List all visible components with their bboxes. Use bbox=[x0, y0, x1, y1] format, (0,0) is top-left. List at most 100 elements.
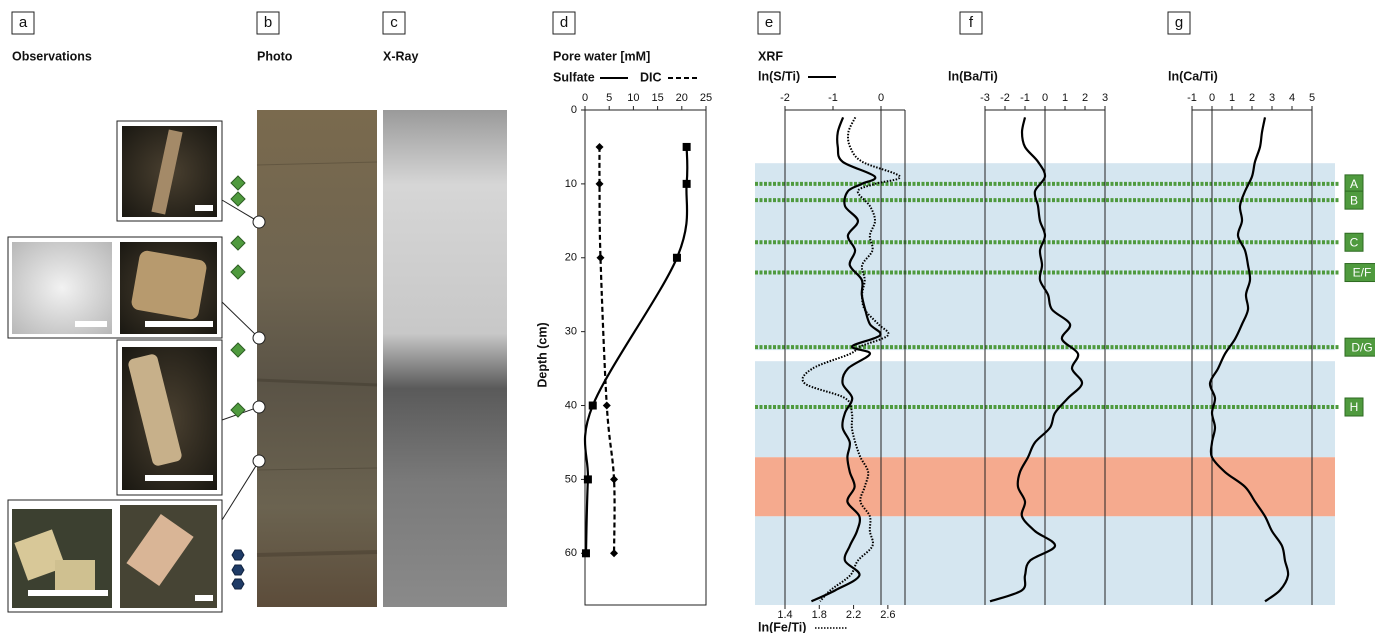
figure: ABCE/FD/GH a b c d e f g Observations Ph… bbox=[0, 0, 1375, 633]
panel-header: Observations bbox=[12, 49, 92, 63]
image bbox=[12, 242, 112, 334]
x2-tick-label: 1.4 bbox=[777, 609, 792, 621]
diamond bbox=[231, 176, 245, 190]
diamond bbox=[231, 343, 245, 357]
y-tick-label: 20 bbox=[565, 252, 577, 264]
x-tick-label: 25 bbox=[700, 92, 712, 104]
x-tick-label: 0 bbox=[1209, 92, 1215, 104]
panel-header: Photo bbox=[257, 49, 293, 63]
data-point bbox=[596, 143, 604, 151]
data-point bbox=[610, 549, 618, 557]
horizon-label: A bbox=[1350, 177, 1358, 191]
horizon-label: E/F bbox=[1353, 266, 1372, 280]
panel-label: d bbox=[560, 14, 568, 31]
panel-label: f bbox=[969, 14, 974, 31]
scale-bar bbox=[145, 321, 213, 327]
image-object bbox=[130, 250, 207, 321]
data-point bbox=[610, 475, 618, 483]
sample-point bbox=[253, 455, 265, 467]
y-tick-label: 10 bbox=[565, 178, 577, 190]
data-point bbox=[584, 475, 592, 483]
legend-label: ln(S/Ti) bbox=[758, 69, 800, 83]
sample-point bbox=[253, 216, 265, 228]
data-point bbox=[673, 254, 681, 262]
sample-point bbox=[253, 332, 265, 344]
x-tick-label: -1 bbox=[828, 92, 838, 104]
legend-label: ln(Ba/Ti) bbox=[948, 69, 998, 83]
data-point bbox=[603, 402, 611, 410]
x-tick-label: 20 bbox=[676, 92, 688, 104]
x-tick-label: 4 bbox=[1289, 92, 1295, 104]
panel-labels bbox=[12, 12, 1190, 34]
diamond bbox=[231, 192, 245, 206]
scale-bar bbox=[195, 205, 213, 211]
scale-bar bbox=[28, 590, 108, 596]
x-tick-label: -2 bbox=[1000, 92, 1010, 104]
x2-tick-label: 1.8 bbox=[812, 609, 827, 621]
connector bbox=[222, 302, 259, 338]
diamond bbox=[231, 403, 245, 417]
core-xray bbox=[383, 110, 507, 607]
panel-label: b bbox=[264, 14, 272, 31]
data-point bbox=[596, 254, 604, 262]
panel-label: e bbox=[765, 14, 773, 31]
data-point bbox=[596, 180, 604, 188]
y-axis-label: Depth (cm) bbox=[535, 322, 549, 387]
observations bbox=[8, 121, 222, 612]
scale-bar bbox=[195, 595, 213, 601]
horizon-label: B bbox=[1350, 193, 1358, 207]
x-tick-label: 5 bbox=[606, 92, 612, 104]
x-tick-label: 1 bbox=[1229, 92, 1235, 104]
hexagon bbox=[232, 579, 244, 589]
x-tick-label: 2 bbox=[1082, 92, 1088, 104]
x-tick-label: 0 bbox=[582, 92, 588, 104]
y-tick-label: 40 bbox=[565, 399, 577, 411]
horizon-label: H bbox=[1350, 400, 1359, 414]
legend-label: ln(Fe/Ti) bbox=[758, 620, 806, 633]
x-tick-label: -1 bbox=[1020, 92, 1030, 104]
x-tick-label: 10 bbox=[627, 92, 639, 104]
chart-title: Pore water [mM] bbox=[553, 49, 650, 63]
panel-label: g bbox=[1175, 14, 1183, 31]
series-line bbox=[599, 147, 614, 553]
x-tick-label: 5 bbox=[1309, 92, 1315, 104]
x-tick-label: 15 bbox=[651, 92, 663, 104]
x-tick-label: 3 bbox=[1102, 92, 1108, 104]
x-tick-label: 0 bbox=[1042, 92, 1048, 104]
x-tick-label: 1 bbox=[1062, 92, 1068, 104]
overlay-layer: AB C E/F D/G H bbox=[755, 163, 1375, 605]
legend-label: DIC bbox=[640, 70, 662, 84]
data-point bbox=[683, 180, 691, 188]
data-point bbox=[683, 143, 691, 151]
core-photo bbox=[257, 110, 377, 607]
x2-tick-label: 2.6 bbox=[880, 609, 895, 621]
x-tick-label: 2 bbox=[1249, 92, 1255, 104]
image-object bbox=[55, 560, 95, 590]
x-tick-label: -3 bbox=[980, 92, 990, 104]
x2-tick-label: 2.2 bbox=[846, 609, 861, 621]
hexagon bbox=[232, 550, 244, 560]
legend-label: ln(Ca/Ti) bbox=[1168, 69, 1218, 83]
data-point bbox=[582, 549, 590, 557]
chart-title: XRF bbox=[758, 49, 783, 63]
scale-bar bbox=[145, 475, 213, 481]
y-tick-label: 30 bbox=[565, 326, 577, 338]
diamond bbox=[231, 236, 245, 250]
scale-bar bbox=[75, 321, 107, 327]
panel-label: a bbox=[19, 14, 28, 31]
data-point bbox=[589, 402, 597, 410]
sample-point bbox=[253, 401, 265, 413]
hexagon-symbols bbox=[232, 550, 244, 589]
horizon-label: C bbox=[1350, 235, 1359, 249]
diamond bbox=[231, 265, 245, 279]
x-tick-label: 3 bbox=[1269, 92, 1275, 104]
x-tick-label: -1 bbox=[1187, 92, 1197, 104]
y-tick-label: 60 bbox=[565, 547, 577, 559]
x-tick-label: 0 bbox=[878, 92, 884, 104]
horizon-label: D/G bbox=[1351, 340, 1372, 354]
legend-label: Sulfate bbox=[553, 70, 595, 84]
y-tick-label: 0 bbox=[571, 104, 577, 116]
connector bbox=[222, 461, 259, 520]
series-line bbox=[585, 147, 687, 553]
hexagon bbox=[232, 565, 244, 575]
